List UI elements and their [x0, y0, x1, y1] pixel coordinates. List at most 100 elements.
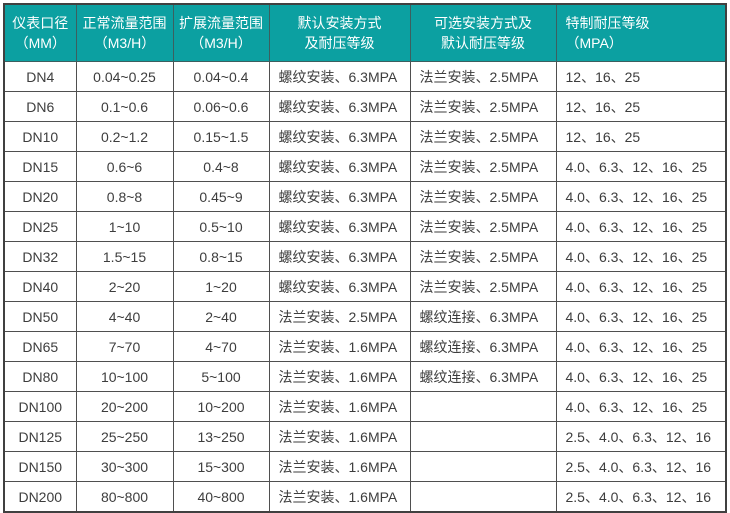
header-special-pressure: 特制耐压等级 （MPA） [555, 3, 727, 62]
cell-default-install: 螺纹安装、6.3MPA [268, 91, 411, 122]
cell-optional-install [409, 481, 557, 513]
cell-meter-diameter: DN200 [3, 481, 77, 513]
cell-default-install: 法兰安装、1.6MPA [268, 331, 411, 362]
cell-special-pressure: 4.0、6.3、12、16、25 [555, 271, 727, 302]
table-row: DN20 0.8~8 0.45~9 螺纹安装、6.3MPA 法兰安装、2.5MP… [3, 181, 727, 212]
cell-special-pressure: 12、16、25 [555, 91, 727, 122]
cell-meter-diameter: DN50 [3, 301, 77, 332]
cell-optional-install: 法兰安装、2.5MPA [409, 151, 557, 182]
header-line: （MPA） [565, 35, 623, 51]
cell-normal-flow-range: 0.6~6 [75, 151, 174, 182]
cell-meter-diameter: DN40 [3, 271, 77, 302]
cell-meter-diameter: DN125 [3, 421, 77, 452]
cell-special-pressure: 4.0、6.3、12、16、25 [555, 361, 727, 392]
cell-default-install: 螺纹安装、6.3MPA [268, 181, 411, 212]
cell-normal-flow-range: 10~100 [75, 361, 174, 392]
cell-meter-diameter: DN65 [3, 331, 77, 362]
header-line: 及耐压等级 [304, 35, 375, 51]
cell-normal-flow-range: 25~250 [75, 421, 174, 452]
cell-meter-diameter: DN32 [3, 241, 77, 272]
cell-meter-diameter: DN25 [3, 211, 77, 242]
cell-meter-diameter: DN100 [3, 391, 77, 422]
cell-normal-flow-range: 0.1~0.6 [75, 91, 174, 122]
cell-optional-install: 法兰安装、2.5MPA [409, 91, 557, 122]
cell-default-install: 螺纹安装、6.3MPA [268, 151, 411, 182]
cell-default-install: 螺纹安装、6.3MPA [268, 241, 411, 272]
header-extended-flow-range: 扩展流量范围 （M3/H） [172, 3, 270, 62]
table-row: DN6 0.1~0.6 0.06~0.6 螺纹安装、6.3MPA 法兰安装、2.… [3, 91, 727, 122]
cell-normal-flow-range: 80~800 [75, 481, 174, 513]
cell-special-pressure: 4.0、6.3、12、16、25 [555, 241, 727, 272]
cell-extended-flow-range: 0.4~8 [172, 151, 270, 182]
cell-normal-flow-range: 1~10 [75, 211, 174, 242]
cell-default-install: 法兰安装、1.6MPA [268, 391, 411, 422]
cell-optional-install: 法兰安装、2.5MPA [409, 181, 557, 212]
cell-default-install: 法兰安装、1.6MPA [268, 481, 411, 513]
cell-special-pressure: 4.0、6.3、12、16、25 [555, 391, 727, 422]
cell-optional-install: 螺纹连接、6.3MPA [409, 331, 557, 362]
header-line: 正常流量范围 [82, 15, 167, 31]
cell-meter-diameter: DN10 [3, 121, 77, 152]
header-default-install: 默认安装方式 及耐压等级 [268, 3, 411, 62]
cell-optional-install [409, 421, 557, 452]
cell-normal-flow-range: 30~300 [75, 451, 174, 482]
cell-optional-install [409, 451, 557, 482]
cell-meter-diameter: DN20 [3, 181, 77, 212]
header-line: 默认耐压等级 [441, 35, 525, 51]
cell-default-install: 螺纹安装、6.3MPA [268, 121, 411, 152]
table-row: DN65 7~70 4~70 法兰安装、1.6MPA 螺纹连接、6.3MPA 4… [3, 331, 727, 362]
cell-normal-flow-range: 2~20 [75, 271, 174, 302]
cell-optional-install: 法兰安装、2.5MPA [409, 241, 557, 272]
cell-extended-flow-range: 0.8~15 [172, 241, 270, 272]
header-line: （MM） [14, 35, 66, 51]
cell-extended-flow-range: 0.15~1.5 [172, 121, 270, 152]
cell-optional-install: 螺纹连接、6.3MPA [409, 361, 557, 392]
cell-special-pressure: 2.5、4.0、6.3、12、16 [555, 451, 727, 482]
header-line: 默认安装方式 [297, 15, 382, 31]
header-row: 仪表口径 （MM） 正常流量范围 （M3/H） 扩展流量范围 （M3/H） 默认… [3, 3, 727, 62]
cell-optional-install: 法兰安装、2.5MPA [409, 121, 557, 152]
cell-meter-diameter: DN6 [3, 91, 77, 122]
cell-normal-flow-range: 7~70 [75, 331, 174, 362]
cell-optional-install: 螺纹连接、6.3MPA [409, 301, 557, 332]
table-row: DN100 20~200 10~200 法兰安装、1.6MPA 4.0、6.3、… [3, 391, 727, 422]
table-body: DN4 0.04~0.25 0.04~0.4 螺纹安装、6.3MPA 法兰安装、… [3, 61, 727, 513]
cell-default-install: 螺纹安装、6.3MPA [268, 211, 411, 242]
header-line: （M3/H） [93, 35, 156, 51]
cell-special-pressure: 2.5、4.0、6.3、12、16 [555, 421, 727, 452]
table-row: DN150 30~300 15~300 法兰安装、1.6MPA 2.5、4.0、… [3, 451, 727, 482]
header-optional-install: 可选安装方式及 默认耐压等级 [409, 3, 557, 62]
cell-extended-flow-range: 5~100 [172, 361, 270, 392]
cell-special-pressure: 4.0、6.3、12、16、25 [555, 331, 727, 362]
cell-extended-flow-range: 1~20 [172, 271, 270, 302]
table-row: DN50 4~40 2~40 法兰安装、2.5MPA 螺纹连接、6.3MPA 4… [3, 301, 727, 332]
table-row: DN40 2~20 1~20 螺纹安装、6.3MPA 法兰安装、2.5MPA 4… [3, 271, 727, 302]
cell-extended-flow-range: 4~70 [172, 331, 270, 362]
cell-default-install: 螺纹安装、6.3MPA [268, 61, 411, 92]
cell-extended-flow-range: 0.5~10 [172, 211, 270, 242]
cell-optional-install: 法兰安装、2.5MPA [409, 271, 557, 302]
cell-optional-install [409, 391, 557, 422]
cell-extended-flow-range: 10~200 [172, 391, 270, 422]
header-line: 仪表口径 [12, 15, 69, 31]
table-row: DN15 0.6~6 0.4~8 螺纹安装、6.3MPA 法兰安装、2.5MPA… [3, 151, 727, 182]
cell-meter-diameter: DN150 [3, 451, 77, 482]
cell-extended-flow-range: 40~800 [172, 481, 270, 513]
cell-normal-flow-range: 0.04~0.25 [75, 61, 174, 92]
table-row: DN10 0.2~1.2 0.15~1.5 螺纹安装、6.3MPA 法兰安装、2… [3, 121, 727, 152]
cell-normal-flow-range: 0.2~1.2 [75, 121, 174, 152]
table-row: DN125 25~250 13~250 法兰安装、1.6MPA 2.5、4.0、… [3, 421, 727, 452]
cell-normal-flow-range: 20~200 [75, 391, 174, 422]
table-header: 仪表口径 （MM） 正常流量范围 （M3/H） 扩展流量范围 （M3/H） 默认… [3, 3, 727, 62]
header-normal-flow-range: 正常流量范围 （M3/H） [75, 3, 174, 62]
cell-extended-flow-range: 0.45~9 [172, 181, 270, 212]
header-meter-diameter: 仪表口径 （MM） [3, 3, 77, 62]
cell-meter-diameter: DN4 [3, 61, 77, 92]
cell-special-pressure: 12、16、25 [555, 61, 727, 92]
cell-default-install: 法兰安装、1.6MPA [268, 421, 411, 452]
cell-optional-install: 法兰安装、2.5MPA [409, 211, 557, 242]
cell-extended-flow-range: 0.04~0.4 [172, 61, 270, 92]
flowmeter-spec-table: 仪表口径 （MM） 正常流量范围 （M3/H） 扩展流量范围 （M3/H） 默认… [3, 3, 727, 513]
cell-default-install: 螺纹安装、6.3MPA [268, 271, 411, 302]
table-row: DN32 1.5~15 0.8~15 螺纹安装、6.3MPA 法兰安装、2.5M… [3, 241, 727, 272]
